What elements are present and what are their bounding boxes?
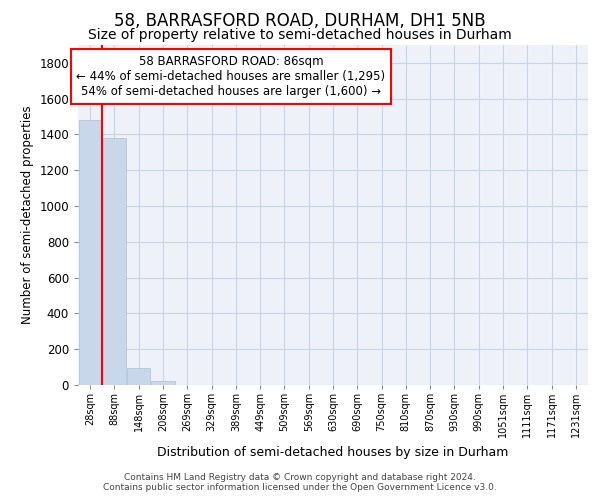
Bar: [103, 138, 126, 385]
Bar: [127, 368, 150, 385]
Y-axis label: Number of semi-detached properties: Number of semi-detached properties: [20, 106, 34, 324]
Bar: [79, 120, 101, 385]
Bar: [151, 380, 175, 385]
Text: Contains HM Land Registry data © Crown copyright and database right 2024.
Contai: Contains HM Land Registry data © Crown c…: [103, 473, 497, 492]
Text: 58 BARRASFORD ROAD: 86sqm
← 44% of semi-detached houses are smaller (1,295)
54% : 58 BARRASFORD ROAD: 86sqm ← 44% of semi-…: [76, 55, 386, 98]
X-axis label: Distribution of semi-detached houses by size in Durham: Distribution of semi-detached houses by …: [157, 446, 509, 458]
Text: Size of property relative to semi-detached houses in Durham: Size of property relative to semi-detach…: [88, 28, 512, 42]
Text: 58, BARRASFORD ROAD, DURHAM, DH1 5NB: 58, BARRASFORD ROAD, DURHAM, DH1 5NB: [114, 12, 486, 30]
